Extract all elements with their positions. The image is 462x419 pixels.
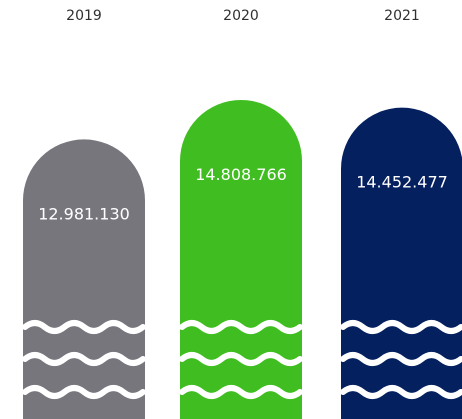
year-label-2020: 2020 (223, 8, 259, 24)
bar-2020 (180, 100, 302, 419)
value-label-2021: 14.452.477 (356, 173, 448, 192)
bar-2019 (23, 139, 145, 419)
value-label-2019: 12.981.130 (38, 204, 130, 223)
bar-2020-wave-3 (179, 385, 303, 399)
bar-2020-wave-1 (179, 320, 303, 334)
bar-2019-wave-1 (22, 320, 146, 334)
bar-2021-wave-2 (340, 352, 462, 366)
bar-2021-wave-1 (340, 320, 462, 334)
bar-2021-wave-3 (340, 385, 462, 399)
bars-layer (23, 100, 462, 419)
labels-layer: 2019 12.981.130 2020 14.808.766 2021 14.452.4… (38, 8, 448, 223)
bar-2019-wave-2 (22, 352, 146, 366)
year-label-2019: 2019 (66, 8, 102, 24)
waves-layer (22, 320, 462, 399)
bar-2019-wave-3 (22, 385, 146, 399)
bar-2020-wave-2 (179, 352, 303, 366)
year-label-2021: 2021 (384, 8, 420, 24)
bar-2021 (341, 107, 462, 419)
value-label-2020: 14.808.766 (195, 165, 287, 184)
